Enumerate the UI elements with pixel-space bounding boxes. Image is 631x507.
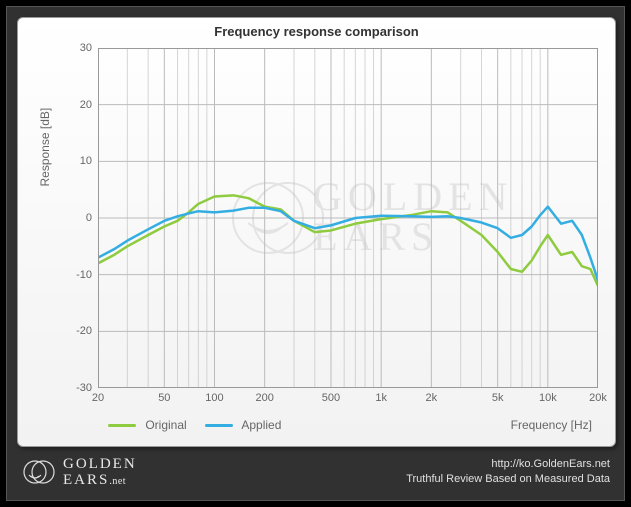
x-tick-label: 50 xyxy=(158,392,170,404)
footer: GOLDEN EARS.net http://ko.GoldenEars.net… xyxy=(7,450,624,494)
y-tick-label: -30 xyxy=(76,382,92,394)
footer-brand: GOLDEN EARS.net xyxy=(21,454,137,490)
outer-frame: Frequency response comparison GOLDEN EAR… xyxy=(0,0,631,507)
legend-item-applied: Applied xyxy=(205,418,282,432)
legend-swatch-applied xyxy=(205,424,233,427)
y-tick-label: -10 xyxy=(76,269,92,281)
y-tick-label: 30 xyxy=(80,42,92,54)
x-tick-label: 10k xyxy=(539,392,557,404)
brand-text: GOLDEN EARS.net xyxy=(63,457,137,488)
brand-suffix: .net xyxy=(109,476,126,487)
brand-line2: EARS xyxy=(63,472,109,488)
x-tick-label: 1k xyxy=(375,392,387,404)
chart-card: Frequency response comparison GOLDEN EAR… xyxy=(17,17,616,447)
footer-tagline: Truthful Review Based on Measured Data xyxy=(406,472,610,487)
y-axis-label: Response [dB] xyxy=(38,108,52,187)
x-tick-label: 100 xyxy=(205,392,223,404)
legend-label-original: Original xyxy=(145,418,186,432)
brand-line1: GOLDEN xyxy=(63,457,137,472)
legend-item-original: Original xyxy=(108,418,187,432)
legend: Original Applied xyxy=(108,418,281,432)
y-tick-label: -20 xyxy=(76,325,92,337)
x-axis-label: Frequency [Hz] xyxy=(511,418,592,432)
legend-label-applied: Applied xyxy=(241,418,281,432)
y-tick-label: 0 xyxy=(86,212,92,224)
y-tick-label: 10 xyxy=(80,155,92,167)
x-tick-label: 5k xyxy=(492,392,504,404)
brand-logo-icon xyxy=(21,454,57,490)
x-tick-label: 200 xyxy=(255,392,273,404)
plot-border xyxy=(98,48,598,388)
x-tick-label: 2k xyxy=(426,392,438,404)
legend-swatch-original xyxy=(108,424,136,427)
inner-frame: Frequency response comparison GOLDEN EAR… xyxy=(6,6,625,501)
y-tick-label: 20 xyxy=(80,99,92,111)
x-tick-label: 20 xyxy=(92,392,104,404)
chart-title: Frequency response comparison xyxy=(18,24,615,39)
footer-right: http://ko.GoldenEars.net Truthful Review… xyxy=(406,457,610,488)
x-tick-label: 20k xyxy=(589,392,607,404)
footer-url: http://ko.GoldenEars.net xyxy=(406,457,610,472)
plot-area: GOLDEN EARS Response [dB] Frequency [Hz]… xyxy=(98,48,598,388)
x-tick-label: 500 xyxy=(322,392,340,404)
